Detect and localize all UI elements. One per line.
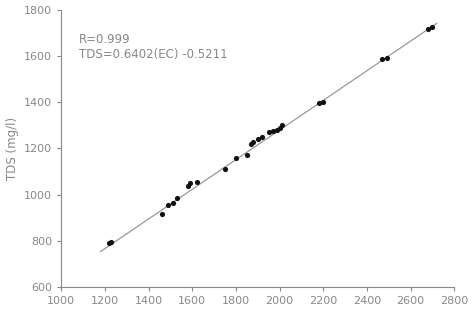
Point: [169, 200, 176, 205]
Point: [269, 129, 277, 134]
Point: [254, 137, 262, 142]
Point: [247, 141, 255, 146]
Point: [276, 125, 283, 130]
Point: [186, 181, 194, 186]
Point: [164, 203, 172, 208]
Point: [378, 57, 386, 62]
Point: [319, 100, 327, 105]
Point: [184, 183, 191, 188]
Point: [315, 101, 323, 106]
Point: [428, 24, 436, 29]
Point: [250, 139, 257, 144]
Point: [243, 153, 251, 158]
Point: [108, 240, 115, 245]
Text: R=0.999
TDS=0.6402(EC) -0.5211: R=0.999 TDS=0.6402(EC) -0.5211: [79, 33, 228, 61]
Point: [221, 167, 229, 172]
Point: [193, 180, 201, 185]
Point: [265, 130, 273, 135]
Point: [383, 56, 391, 61]
Point: [106, 241, 113, 246]
Point: [173, 196, 181, 201]
Point: [258, 134, 266, 139]
Y-axis label: TDS (mg/l): TDS (mg/l): [6, 117, 18, 180]
Point: [273, 128, 281, 133]
Point: [278, 123, 286, 128]
Point: [424, 27, 432, 32]
Point: [158, 212, 165, 217]
Point: [232, 155, 240, 160]
